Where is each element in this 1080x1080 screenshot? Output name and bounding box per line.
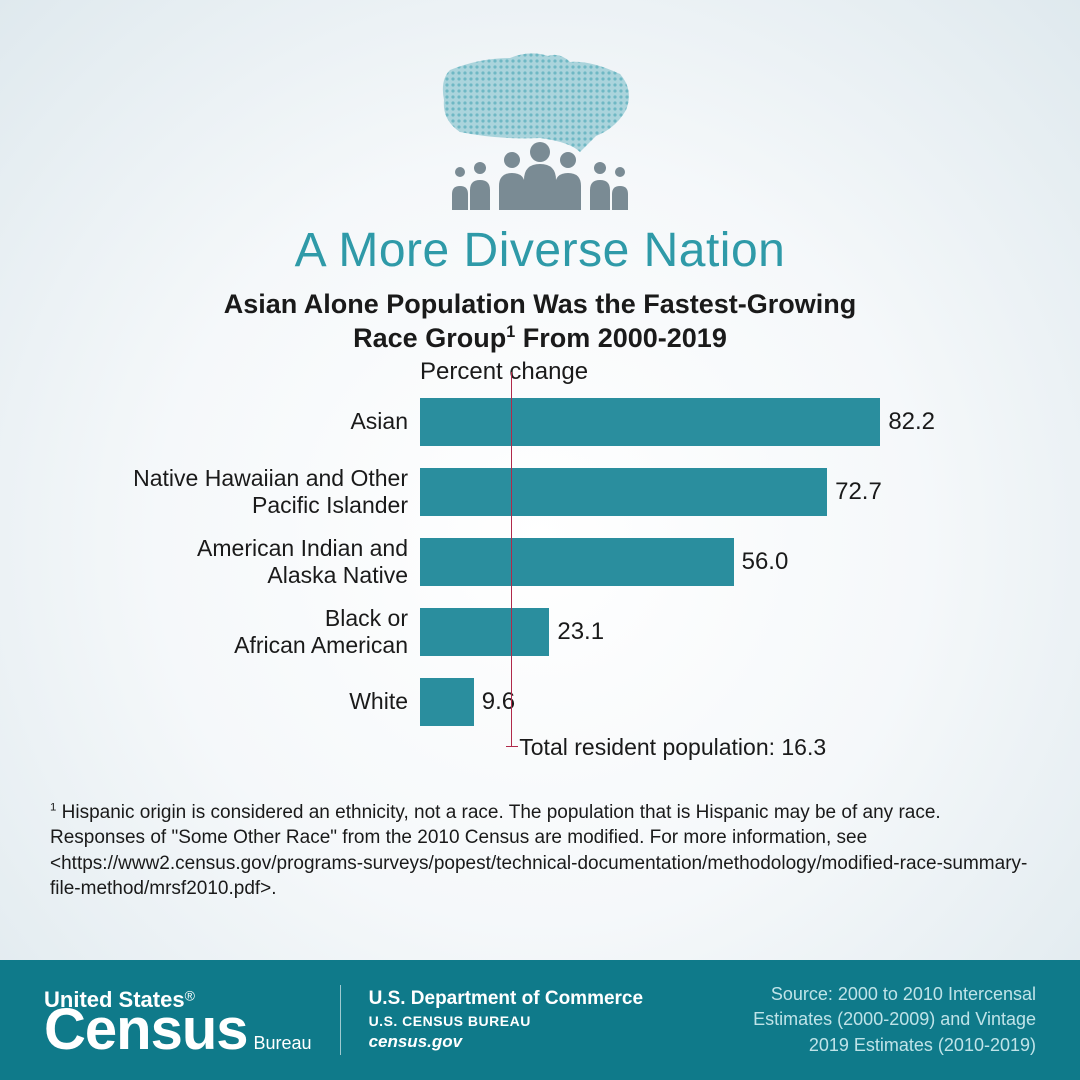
chart-bar: 23.1: [420, 608, 549, 656]
chart-bar: 9.6: [420, 678, 474, 726]
hero: [0, 0, 1080, 215]
subtitle-line1: Asian Alone Population Was the Fastest-G…: [224, 289, 857, 319]
source-l2: Estimates (2000-2009) and Vintage: [753, 1007, 1036, 1032]
logo-main: Census: [44, 1007, 248, 1053]
page-subtitle: Asian Alone Population Was the Fastest-G…: [0, 288, 1080, 356]
logo-sub: Bureau: [254, 1033, 312, 1054]
chart-row-label: American Indian andAlaska Native: [100, 535, 420, 588]
dept-line1: U.S. Department of Commerce: [369, 988, 644, 1010]
source-l1: Source: 2000 to 2010 Intercensal: [753, 982, 1036, 1007]
reference-label: Total resident population: 16.3: [519, 734, 826, 761]
footer-divider: [340, 985, 341, 1055]
subtitle-line2a: Race Group: [353, 323, 506, 353]
chart-row: White9.6: [100, 678, 980, 726]
chart-row-label: White: [100, 688, 420, 714]
subtitle-line2b: From 2000-2019: [515, 323, 727, 353]
chart-bar: 56.0: [420, 538, 734, 586]
dept-line3: census.gov: [369, 1032, 644, 1052]
subtitle-sup: 1: [506, 323, 515, 341]
source-citation: Source: 2000 to 2010 Intercensal Estimat…: [753, 982, 1036, 1058]
footer: United States® Census Bureau U.S. Depart…: [0, 960, 1080, 1080]
chart-row-label: Native Hawaiian and OtherPacific Islande…: [100, 465, 420, 518]
reference-tick: [506, 746, 518, 747]
department-block: U.S. Department of Commerce U.S. CENSUS …: [369, 988, 644, 1052]
bar-chart: Percent change Asian82.2Native Hawaiian …: [100, 392, 980, 766]
reference-line: [511, 372, 512, 746]
chart-row: Asian82.2: [100, 398, 980, 446]
chart-row-label: Black orAfrican American: [100, 605, 420, 658]
page-title: A More Diverse Nation: [0, 223, 1080, 278]
chart-bar: 72.7: [420, 468, 827, 516]
source-l3: 2019 Estimates (2010-2019): [753, 1033, 1036, 1058]
us-map-people-icon: [420, 40, 660, 210]
chart-value: 82.2: [880, 408, 935, 436]
chart-row: Native Hawaiian and OtherPacific Islande…: [100, 468, 980, 516]
chart-value: 56.0: [734, 548, 789, 576]
footnote-text: Hispanic origin is considered an ethnici…: [50, 802, 1027, 900]
chart-value: 72.7: [827, 478, 882, 506]
census-logo: United States® Census Bureau: [44, 987, 312, 1054]
chart-row: American Indian andAlaska Native56.0: [100, 538, 980, 586]
footnote: 1 Hispanic origin is considered an ethni…: [50, 800, 1030, 903]
dept-line2: U.S. CENSUS BUREAU: [369, 1013, 644, 1029]
chart-row-label: Asian: [100, 408, 420, 434]
chart-value: 23.1: [549, 618, 604, 646]
chart-bar: 82.2: [420, 398, 880, 446]
axis-title: Percent change: [420, 358, 588, 386]
chart-row: Black orAfrican American23.1: [100, 608, 980, 656]
chart-value: 9.6: [474, 688, 515, 716]
